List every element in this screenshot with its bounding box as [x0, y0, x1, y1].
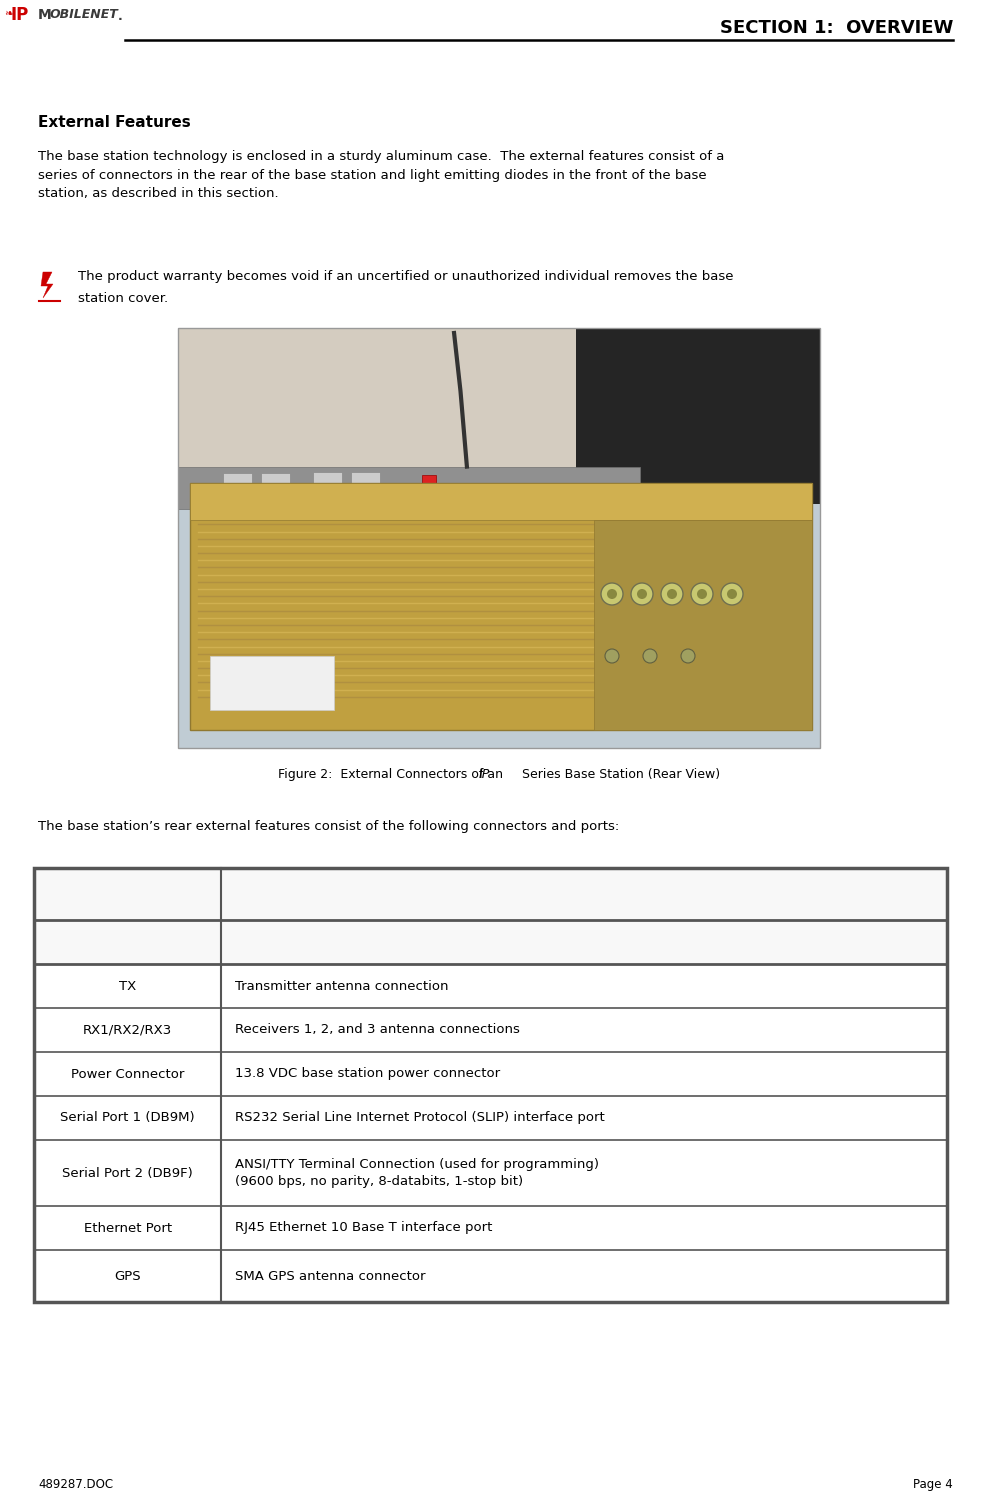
Text: M: M — [38, 8, 52, 23]
Bar — [422, 474, 437, 495]
Text: station cover.: station cover. — [78, 293, 168, 305]
Bar — [34, 920, 947, 964]
Text: OBILENET: OBILENET — [50, 8, 119, 21]
Circle shape — [727, 588, 737, 599]
Text: The base station’s rear external features consist of the following connectors an: The base station’s rear external feature… — [38, 820, 619, 833]
Circle shape — [643, 648, 657, 663]
Text: Power Connector: Power Connector — [71, 1067, 184, 1081]
Bar — [190, 483, 812, 521]
Text: SECTION 1:  OVERVIEW: SECTION 1: OVERVIEW — [720, 20, 953, 38]
Circle shape — [631, 582, 653, 605]
Text: 489287.DOC: 489287.DOC — [38, 1478, 113, 1490]
Text: SMA GPS antenna connector: SMA GPS antenna connector — [235, 1270, 426, 1282]
Circle shape — [601, 582, 623, 605]
Text: DESCRIPTION: DESCRIPTION — [532, 935, 637, 949]
Text: RX1/RX2/RX3: RX1/RX2/RX3 — [83, 1024, 173, 1037]
Bar — [351, 473, 381, 498]
Bar — [190, 483, 812, 729]
Bar — [34, 868, 947, 920]
Bar — [223, 473, 252, 495]
Bar — [178, 467, 641, 509]
Circle shape — [607, 588, 617, 599]
Text: External Features: External Features — [38, 116, 190, 131]
Text: Serial Port 2 (DB9F): Serial Port 2 (DB9F) — [62, 1166, 193, 1180]
Text: Transmitter antenna connection: Transmitter antenna connection — [235, 980, 448, 992]
Text: Ethernet Port: Ethernet Port — [83, 1222, 172, 1234]
Text: IP: IP — [479, 769, 490, 781]
Text: Page 4: Page 4 — [913, 1478, 953, 1490]
Circle shape — [637, 588, 647, 599]
Circle shape — [721, 582, 743, 605]
Bar — [178, 504, 820, 747]
Text: Serial Port 1 (DB9M): Serial Port 1 (DB9M) — [60, 1112, 195, 1124]
Text: RJ45 Ethernet 10 Base T interface port: RJ45 Ethernet 10 Base T interface port — [235, 1222, 492, 1234]
Text: Figure 2:  External Connectors of an       Series Base Station (Rear View): Figure 2: External Connectors of an Seri… — [278, 769, 720, 781]
Text: FEATURE: FEATURE — [93, 935, 163, 949]
Text: GPS: GPS — [114, 1270, 141, 1282]
Text: RS232 Serial Line Internet Protocol (SLIP) interface port: RS232 Serial Line Internet Protocol (SLI… — [235, 1112, 605, 1124]
Circle shape — [681, 648, 695, 663]
Text: The product warranty becomes void if an uncertified or unauthorized individual r: The product warranty becomes void if an … — [78, 270, 734, 284]
Circle shape — [605, 648, 619, 663]
Circle shape — [661, 582, 683, 605]
Circle shape — [697, 588, 707, 599]
Text: TX: TX — [119, 980, 136, 992]
Bar — [594, 521, 812, 729]
Circle shape — [667, 588, 677, 599]
Text: ❧: ❧ — [4, 9, 14, 20]
Text: The base station technology is enclosed in a sturdy aluminum case.  The external: The base station technology is enclosed … — [38, 150, 724, 200]
Text: TABLE 1: EXTERNAL FEATURES (Rear): TABLE 1: EXTERNAL FEATURES (Rear) — [48, 887, 341, 901]
Text: ANSI/TTY Terminal Connection (used for programming)
(9600 bps, no parity, 8-data: ANSI/TTY Terminal Connection (used for p… — [235, 1157, 599, 1187]
Text: .: . — [118, 11, 123, 23]
Bar — [210, 656, 335, 710]
Text: Receivers 1, 2, and 3 antenna connections: Receivers 1, 2, and 3 antenna connection… — [235, 1024, 520, 1037]
Bar — [576, 329, 820, 504]
Text: IP: IP — [10, 6, 28, 24]
Polygon shape — [41, 272, 53, 299]
Bar — [178, 329, 576, 504]
Bar — [178, 329, 820, 747]
Text: 13.8 VDC base station power connector: 13.8 VDC base station power connector — [235, 1067, 500, 1081]
Bar — [313, 473, 341, 498]
Bar — [262, 473, 290, 495]
Circle shape — [691, 582, 713, 605]
Bar — [34, 868, 947, 1301]
